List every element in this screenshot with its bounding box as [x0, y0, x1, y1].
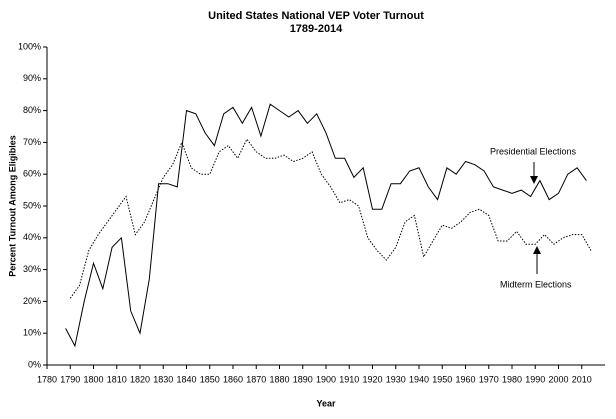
y-tick-label: 100% [18, 41, 41, 51]
chart-subtitle: 1789-2014 [290, 23, 343, 35]
series-line [65, 103, 587, 348]
x-tick-label: 1960 [455, 374, 475, 384]
x-tick-label: 1780 [37, 374, 57, 384]
y-tick-label: 80% [23, 105, 41, 115]
x-tick-label: 1830 [153, 374, 173, 384]
x-tick-label: 1860 [223, 374, 243, 384]
x-tick-label: 1880 [269, 374, 289, 384]
y-tick-label: 50% [23, 200, 41, 210]
x-tick-label: 2010 [572, 374, 592, 384]
y-tick-label: 70% [23, 137, 41, 147]
x-tick-label: 1900 [316, 374, 336, 384]
y-tick-label: 60% [23, 169, 41, 179]
x-tick-label: 1970 [479, 374, 499, 384]
x-tick-label: 1930 [386, 374, 406, 384]
chart-title: United States National VEP Voter Turnout [208, 10, 424, 22]
y-tick-label: 0% [28, 359, 41, 369]
x-tick-label: 1910 [339, 374, 359, 384]
x-tick-label: 1990 [525, 374, 545, 384]
y-axis-title: Percent Turnout Among Eligibles [7, 135, 17, 277]
x-tick-label: 2000 [548, 374, 568, 384]
y-tick-label: 20% [23, 296, 41, 306]
y-tick-label: 10% [23, 328, 41, 338]
series-line [69, 138, 592, 299]
x-tick-label: 1810 [107, 374, 127, 384]
x-tick-label: 1840 [176, 374, 196, 384]
x-tick-label: 1790 [60, 374, 80, 384]
y-tick-label: 90% [23, 73, 41, 83]
x-tick-label: 1950 [432, 374, 452, 384]
y-tick-label: 40% [23, 232, 41, 242]
x-tick-label: 1920 [362, 374, 382, 384]
x-tick-label: 1980 [502, 374, 522, 384]
annotation: Midterm Elections [500, 279, 572, 289]
x-tick-label: 1800 [83, 374, 103, 384]
x-tick-label: 1850 [200, 374, 220, 384]
x-tick-label: 1820 [130, 374, 150, 384]
x-tick-label: 1870 [246, 374, 266, 384]
annotation: Presidential Elections [490, 146, 577, 156]
x-axis-title: Year [316, 398, 336, 408]
y-tick-label: 30% [23, 264, 41, 274]
x-tick-label: 1940 [409, 374, 429, 384]
x-tick-label: 1890 [293, 374, 313, 384]
